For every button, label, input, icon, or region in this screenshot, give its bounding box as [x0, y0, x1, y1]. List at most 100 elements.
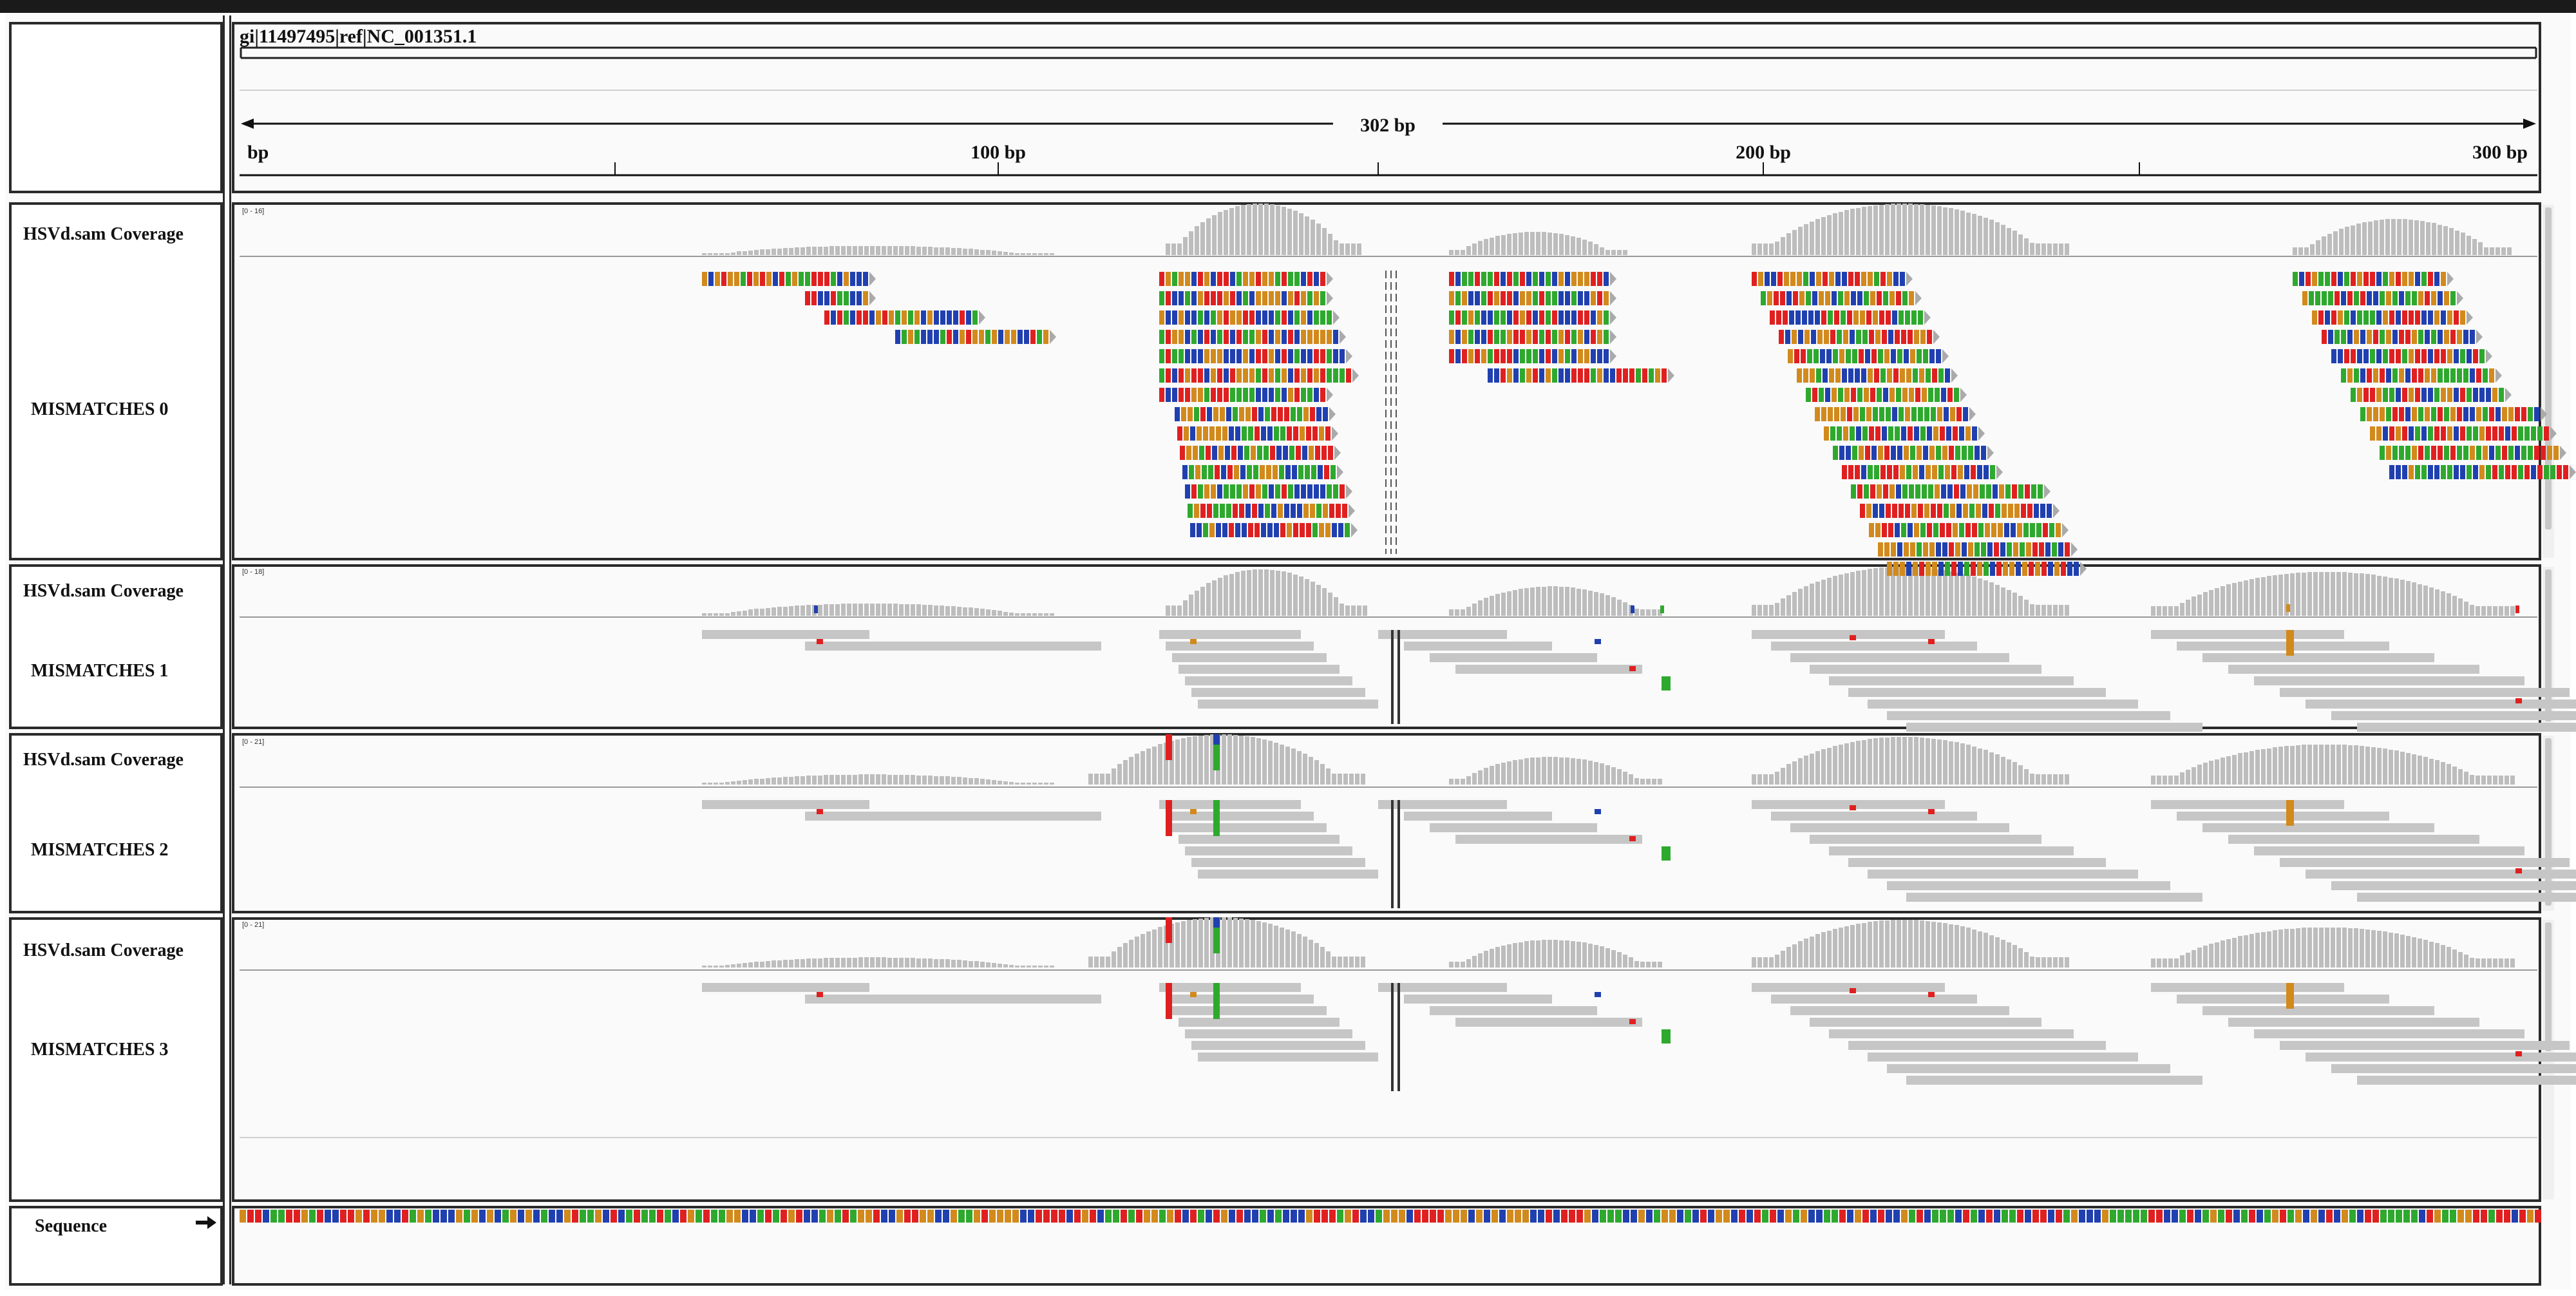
coverage-bar: [1303, 937, 1307, 967]
alignment-track-label[interactable]: MISMATCHES 3: [31, 1040, 169, 1060]
locus-label[interactable]: gi|11497495|ref|NC_001351.1: [240, 26, 477, 47]
read-base: [1946, 523, 1951, 537]
coverage-bar: [1241, 571, 1245, 616]
read-base: [1895, 426, 1900, 441]
read-base: [1312, 523, 1318, 537]
read: [1159, 983, 1301, 992]
coverage-bar: [992, 963, 996, 967]
coverage-bar: [1322, 228, 1327, 255]
read-base: [1314, 388, 1319, 402]
right-arrow-icon[interactable]: [196, 1216, 216, 1229]
read-base: [2392, 330, 2398, 344]
read-base: [1256, 368, 1261, 383]
sequence-base: [1816, 1210, 1823, 1223]
read-base: [1904, 446, 1909, 460]
read-base: [1269, 349, 1274, 363]
read-base: [1301, 291, 1306, 305]
read-base: [2370, 310, 2375, 325]
alignment-track-label[interactable]: MISMATCHES 0: [31, 399, 169, 419]
alignment-track-label[interactable]: MISMATCHES 2: [31, 840, 169, 860]
sequence-base: [332, 1210, 339, 1223]
coverage-bar: [980, 962, 985, 967]
read: [1430, 823, 1597, 832]
coverage-bar: [1542, 232, 1546, 255]
sequence-base: [2032, 1210, 2039, 1223]
coverage-bar: [1235, 206, 1240, 255]
coverage-bar: [1193, 919, 1197, 967]
read-base: [1923, 542, 1928, 557]
read-base: [1202, 465, 1207, 479]
read-base: [1951, 465, 1956, 479]
coverage-bar: [1810, 937, 1814, 967]
coverage-bar: [748, 251, 753, 255]
read-base: [1204, 272, 1209, 286]
coverage-bar: [2432, 223, 2436, 255]
coverage-bar: [1181, 921, 1186, 967]
read-base: [1307, 310, 1312, 325]
coverage-bar: [1309, 757, 1313, 785]
coverage-bar: [2065, 774, 2069, 785]
coverage-bar: [1914, 737, 1918, 785]
coverage-bar: [1571, 587, 1575, 616]
read-base: [1204, 330, 1209, 344]
read-base: [1902, 388, 1908, 402]
read: [1868, 700, 2138, 709]
read-base: [1513, 349, 1519, 363]
read-base: [1922, 388, 1927, 402]
coverage-track-label[interactable]: HSVd.sam Coverage: [23, 581, 184, 601]
read-base: [902, 310, 907, 325]
coverage-bar: [1241, 205, 1245, 255]
insertion-marker: [1397, 983, 1400, 1091]
read-mismatch: [817, 639, 823, 644]
coverage-bar: [1251, 737, 1255, 785]
read-base: [1194, 504, 1199, 518]
read-base: [1200, 504, 1206, 518]
sequence-base: [2257, 1210, 2263, 1223]
coverage-bar: [1658, 779, 1662, 785]
coverage-bar: [2059, 957, 2063, 967]
coverage-bar: [1995, 585, 2000, 616]
coverage-track-label[interactable]: HSVd.sam Coverage: [23, 224, 184, 244]
coverage-bar: [2249, 934, 2254, 967]
read-mismatch: [1190, 809, 1197, 814]
sequence-base: [1615, 1210, 1622, 1223]
coverage-track-label[interactable]: HSVd.sam Coverage: [23, 940, 184, 960]
read-base: [1880, 272, 1886, 286]
coverage-bar: [2151, 606, 2155, 616]
coverage-bar: [853, 604, 857, 616]
read-base: [1886, 504, 1891, 518]
coverage-bar: [1316, 585, 1321, 616]
read-base: [1886, 310, 1891, 325]
coverage-track-label[interactable]: HSVd.sam Coverage: [23, 750, 184, 770]
coverage-bar: [2487, 606, 2492, 616]
coverage-bar: [829, 604, 834, 616]
sequence-base: [1932, 1210, 1938, 1223]
coverage-bar: [1792, 230, 1797, 255]
coverage-bar: [2331, 928, 2335, 967]
vertical-scrollbar[interactable]: [2543, 567, 2554, 727]
read-base: [1911, 407, 1917, 421]
coverage-bar: [853, 775, 857, 785]
read-base: [1215, 465, 1220, 479]
read-base: [2563, 465, 2568, 479]
coverage-bar: [2351, 225, 2355, 255]
read-base: [966, 310, 971, 325]
coverage-bar: [1781, 951, 1785, 967]
read-base: [2412, 291, 2417, 305]
sequence-track-label[interactable]: Sequence: [35, 1216, 107, 1236]
read-base: [2351, 272, 2356, 286]
read-base: [1269, 310, 1274, 325]
coverage-bar: [1212, 215, 1217, 255]
read-base: [1255, 523, 1260, 537]
read-base: [1996, 562, 2002, 576]
read-base: [2338, 310, 2343, 325]
read: [1906, 723, 2202, 732]
coverage-bar: [2345, 227, 2349, 255]
read-base: [2418, 291, 2423, 305]
read-base: [831, 272, 836, 286]
sequence-base: [657, 1210, 663, 1223]
alignment-track-label[interactable]: MISMATCHES 1: [31, 661, 169, 681]
coverage-bar: [1582, 240, 1587, 255]
read-base: [2040, 504, 2045, 518]
